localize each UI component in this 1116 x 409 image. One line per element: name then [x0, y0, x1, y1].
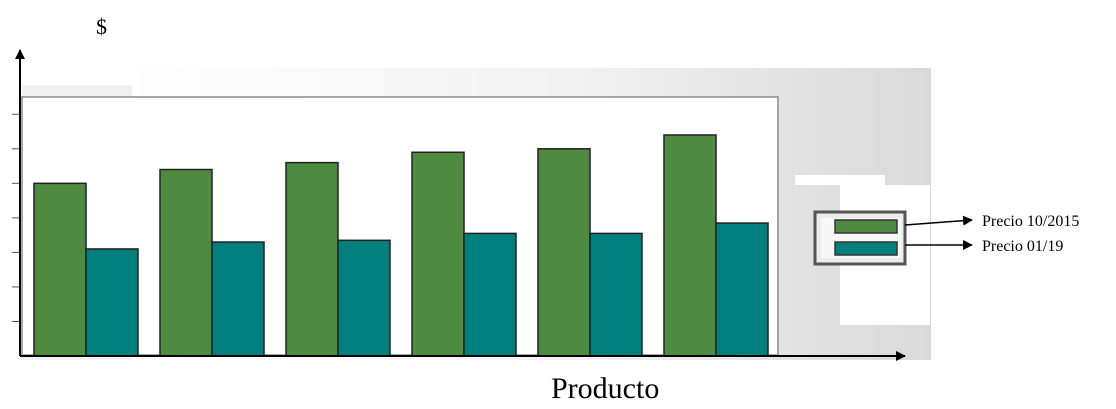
legend-label-series-1: Precio 10/2015 — [982, 213, 1079, 230]
legend-background-gap — [795, 175, 885, 185]
x-axis-label: Producto — [551, 372, 659, 405]
bar-series-1-6 — [663, 134, 717, 357]
bar-series-2-2 — [211, 241, 265, 357]
bar-series-2-4 — [463, 232, 517, 357]
legend-arrow-series-1 — [904, 215, 973, 226]
bar-series-1-4 — [411, 151, 465, 357]
bar-series-1-5 — [537, 148, 591, 357]
bar-series-2-1 — [85, 248, 139, 357]
legend-label-series-2: Precio 01/19 — [982, 238, 1063, 255]
bar-series-2-5 — [589, 232, 643, 357]
bars — [33, 134, 769, 357]
bar-series-2-6 — [715, 222, 769, 357]
y-axis-label: $ — [96, 14, 107, 39]
legend: Precio 10/2015 Precio 01/19 — [813, 210, 1079, 266]
legend-swatch-series-1 — [834, 219, 898, 234]
bar-series-1-3 — [285, 161, 339, 357]
bar-series-1-2 — [159, 168, 213, 357]
bar-series-2-3 — [337, 239, 391, 357]
plot-area — [21, 96, 779, 356]
y-ticks — [12, 113, 20, 322]
bar-series-1-1 — [33, 182, 87, 357]
legend-swatch-series-2 — [834, 241, 898, 256]
